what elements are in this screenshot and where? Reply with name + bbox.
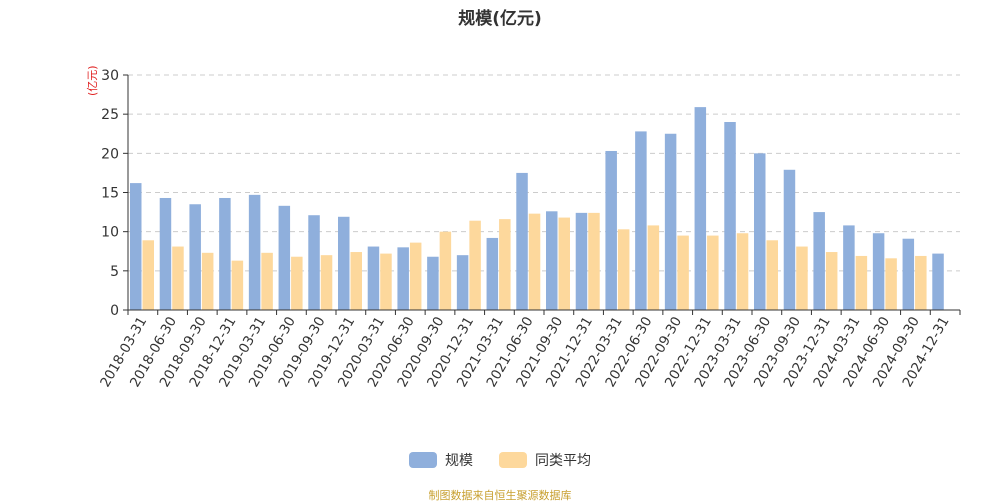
y-axis-ticks: 0 5 10 15 20 25 30 (101, 68, 128, 319)
bar-scale[interactable] (219, 197, 231, 310)
legend-label-peer-average: 同类平均 (535, 453, 591, 469)
y-tick-label: 10 (101, 225, 119, 241)
bar-scale[interactable] (278, 205, 291, 310)
bar-scale[interactable] (516, 172, 528, 310)
y-tick-label: 20 (101, 146, 119, 162)
bar-scale[interactable] (308, 215, 320, 310)
bar-peer-average[interactable] (855, 255, 868, 310)
bar-scale[interactable] (694, 107, 707, 310)
bar-scale[interactable] (159, 197, 172, 310)
bars (130, 107, 944, 310)
bar-scale[interactable] (130, 183, 142, 310)
bar-peer-average[interactable] (172, 246, 184, 310)
bar-peer-average[interactable] (409, 242, 422, 310)
y-tick-label: 30 (101, 68, 119, 84)
bar-peer-average[interactable] (677, 235, 689, 310)
bar-peer-average[interactable] (796, 246, 808, 310)
bar-scale[interactable] (872, 233, 885, 310)
legend-item-peer-average[interactable]: 同类平均 (499, 450, 591, 470)
chart-title: 规模(亿元) (458, 9, 542, 29)
bar-peer-average[interactable] (499, 219, 511, 310)
bar-scale[interactable] (783, 169, 796, 310)
bar-scale[interactable] (427, 256, 439, 310)
bar-peer-average[interactable] (766, 240, 779, 310)
bar-scale[interactable] (248, 194, 261, 310)
bar-peer-average[interactable] (350, 252, 363, 310)
bar-scale[interactable] (338, 216, 350, 310)
bar-peer-average[interactable] (528, 213, 541, 310)
legend-swatch-scale (409, 452, 437, 468)
legend: 规模 同类平均 (0, 450, 1000, 470)
bar-scale[interactable] (189, 204, 201, 310)
bar-peer-average[interactable] (201, 252, 214, 310)
bar-scale[interactable] (724, 122, 736, 310)
bar-peer-average[interactable] (617, 229, 630, 310)
bar-scale[interactable] (635, 131, 647, 310)
y-tick-label: 0 (110, 303, 119, 319)
y-tick-label: 5 (110, 264, 119, 280)
bar-peer-average[interactable] (320, 255, 333, 310)
bar-scale[interactable] (367, 246, 380, 310)
bar-peer-average[interactable] (291, 256, 303, 310)
bar-peer-average[interactable] (439, 231, 452, 310)
y-tick-label: 15 (101, 186, 119, 202)
bar-scale[interactable] (843, 225, 855, 310)
bar-peer-average[interactable] (380, 253, 392, 310)
bar-scale[interactable] (932, 253, 944, 310)
legend-item-scale[interactable]: 规模 (409, 450, 473, 470)
bar-peer-average[interactable] (261, 252, 273, 310)
bar-scale[interactable] (546, 211, 558, 310)
legend-swatch-peer-average (499, 452, 527, 468)
bar-scale[interactable] (664, 133, 677, 310)
bar-peer-average[interactable] (707, 235, 719, 310)
bar-peer-average[interactable] (469, 220, 481, 310)
bar-scale[interactable] (397, 247, 409, 310)
bar-peer-average[interactable] (647, 225, 660, 310)
bar-scale[interactable] (813, 212, 825, 310)
bar-peer-average[interactable] (915, 255, 927, 310)
bar-peer-average[interactable] (825, 252, 838, 310)
bar-peer-average[interactable] (588, 212, 600, 310)
bar-peer-average[interactable] (736, 233, 749, 310)
bar-scale[interactable] (456, 255, 469, 310)
bar-scale[interactable] (486, 237, 499, 310)
x-axis-ticks: 2018-03-312018-06-302018-09-302018-12-31… (97, 310, 961, 390)
bar-peer-average[interactable] (558, 217, 571, 310)
legend-label-scale: 规模 (445, 453, 473, 469)
bar-scale[interactable] (605, 150, 617, 310)
bar-peer-average[interactable] (885, 258, 897, 310)
bar-scale[interactable] (754, 153, 766, 310)
y-tick-label: 25 (101, 107, 119, 123)
bar-peer-average[interactable] (231, 260, 244, 310)
source-note: 制图数据来自恒生聚源数据库 (428, 489, 572, 502)
bar-scale[interactable] (575, 212, 588, 310)
bar-peer-average[interactable] (142, 240, 155, 310)
bar-scale[interactable] (902, 238, 915, 310)
